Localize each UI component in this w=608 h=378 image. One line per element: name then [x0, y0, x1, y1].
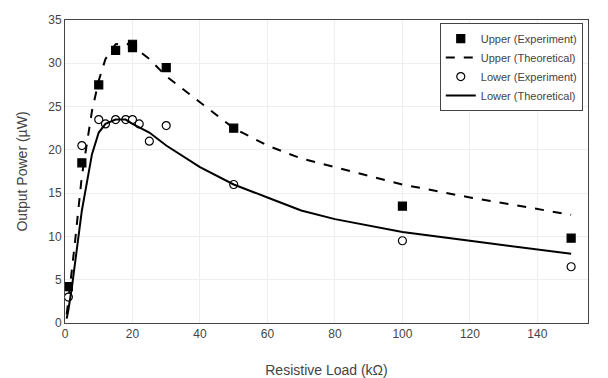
- svg-text:100: 100: [392, 327, 412, 341]
- svg-text:60: 60: [261, 327, 275, 341]
- svg-text:40: 40: [193, 327, 207, 341]
- svg-text:Upper (Experiment): Upper (Experiment): [481, 33, 577, 45]
- svg-text:30: 30: [48, 56, 62, 70]
- svg-text:15: 15: [48, 186, 62, 200]
- svg-text:20: 20: [48, 143, 62, 157]
- svg-text:35: 35: [48, 13, 62, 27]
- svg-text:Output Power (µW): Output Power (µW): [14, 111, 30, 231]
- svg-text:Upper (Theoretical): Upper (Theoretical): [481, 52, 576, 64]
- svg-text:0: 0: [55, 316, 62, 330]
- svg-text:0: 0: [62, 327, 69, 341]
- svg-text:5: 5: [55, 273, 62, 287]
- svg-text:Lower (Experiment): Lower (Experiment): [481, 71, 577, 83]
- svg-text:10: 10: [48, 230, 62, 244]
- svg-text:80: 80: [328, 327, 342, 341]
- svg-text:Lower (Theoretical): Lower (Theoretical): [481, 90, 576, 102]
- svg-text:120: 120: [460, 327, 480, 341]
- svg-text:20: 20: [126, 327, 140, 341]
- svg-text:25: 25: [48, 100, 62, 114]
- svg-text:140: 140: [527, 327, 547, 341]
- svg-text:Resistive Load (kΩ): Resistive Load (kΩ): [265, 362, 388, 378]
